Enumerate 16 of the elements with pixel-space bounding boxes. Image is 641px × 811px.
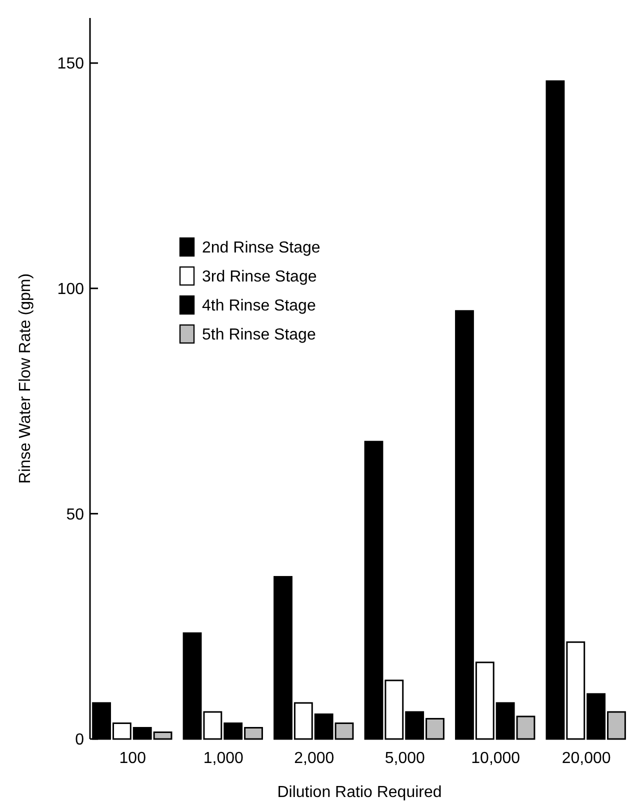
- legend-label: 5th Rinse Stage: [202, 326, 316, 344]
- x-tick-label: 5,000: [384, 750, 425, 767]
- y-tick-label: 150: [57, 56, 84, 73]
- x-tick-label: 20,000: [562, 750, 611, 767]
- y-tick-label: 100: [57, 280, 84, 298]
- x-tick-label: 100: [119, 750, 146, 767]
- x-axis-title: Dilution Ratio Required: [277, 784, 442, 801]
- legend-label: 4th Rinse Stage: [202, 298, 316, 315]
- x-tick-label: 2,000: [294, 750, 334, 767]
- x-tick-label: 10,000: [471, 750, 520, 767]
- legend-label: 2nd Rinse Stage: [202, 240, 320, 257]
- legend-label: 3rd Rinse Stage: [202, 268, 317, 286]
- y-tick-label: 50: [66, 506, 84, 524]
- y-tick-label: 0: [75, 732, 84, 749]
- x-tick-label: 1,000: [203, 750, 244, 767]
- y-axis-title: Rinse Water Flow Rate (gpm): [17, 273, 34, 484]
